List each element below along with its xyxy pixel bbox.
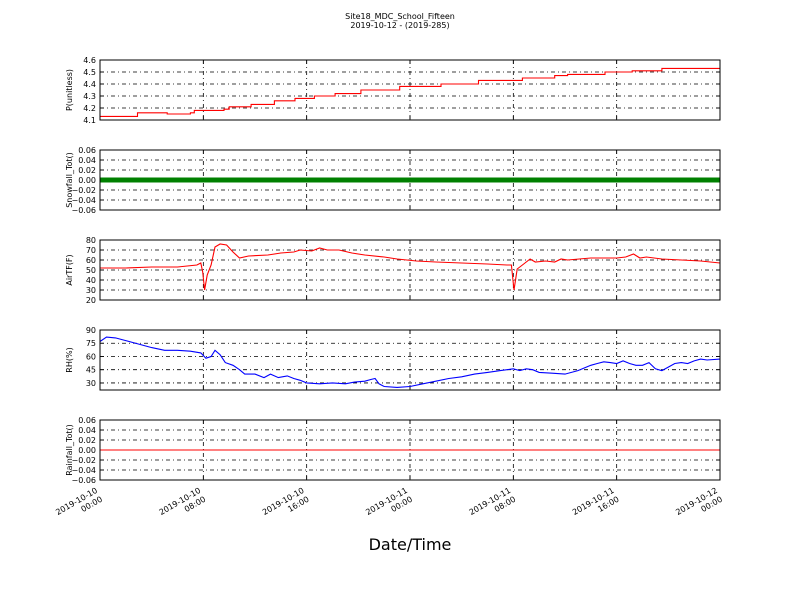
y-tick-label: 4.2	[83, 104, 96, 113]
panel-2: −0.06−0.04−0.020.000.020.040.06 Snowfall_…	[65, 146, 721, 215]
panel-1: 4.1 4.2 4.3 4.4 4.5 4.6 P(unitless)	[65, 56, 721, 125]
x-axis-label: Date/Time	[369, 535, 452, 554]
x-tick-label: 2019-10-1108:00	[468, 486, 518, 526]
y-tick-label: 4.3	[83, 92, 96, 101]
panel-5: −0.06−0.04−0.020.000.020.040.06 Rainfall_…	[65, 416, 721, 485]
y-tick-label: 75	[86, 339, 96, 348]
y-tick-label: −0.06	[71, 476, 96, 485]
y-tick-label: 4.6	[83, 56, 96, 65]
y-axis-label: RH(%)	[65, 347, 74, 372]
y-tick-label: 0.00	[78, 446, 96, 455]
y-tick-label: 0.02	[78, 436, 96, 445]
y-tick-label: 4.5	[83, 68, 96, 77]
y-tick-label: −0.02	[71, 186, 96, 195]
y-tick-label: 50	[86, 266, 96, 275]
panels-layer: 4.14.24.34.44.54.6P(unitless)−0.06−0.04−…	[65, 56, 721, 485]
x-tick-label: 2019-10-1008:00	[158, 486, 208, 526]
y-tick-label: 60	[86, 256, 96, 265]
x-tick-label: 2019-10-1100:00	[364, 486, 414, 526]
y-tick-label: 0.02	[78, 166, 96, 175]
y-tick-label: 4.1	[83, 116, 96, 125]
panel-4: 30 45 60 75 90 RH(%)	[65, 326, 721, 391]
y-tick-label: 30	[86, 286, 96, 295]
y-tick-label: 90	[86, 326, 96, 335]
x-tick-label: 2019-10-1200:00	[674, 486, 724, 526]
y-axis-label: Rainfall_Tot()	[65, 424, 74, 476]
y-tick-label: 40	[86, 276, 96, 285]
x-tick-label: 2019-10-1116:00	[571, 486, 621, 526]
y-tick-label: 0.06	[78, 146, 96, 155]
y-tick-label: 80	[86, 236, 96, 245]
y-tick-label: 20	[86, 296, 96, 305]
y-tick-label: 0.06	[78, 416, 96, 425]
y-tick-label: 30	[86, 379, 96, 388]
y-tick-label: 45	[86, 366, 96, 375]
series-line	[99, 336, 721, 388]
panel-frame	[99, 419, 721, 481]
y-tick-label: 60	[86, 352, 96, 361]
y-tick-label: −0.04	[71, 466, 96, 475]
x-tick-label: 2019-10-1000:00	[54, 486, 104, 526]
series-line	[100, 243, 721, 291]
chart-subtitle: 2019-10-12 - (2019-285)	[350, 21, 449, 30]
y-tick-label: 0.04	[78, 156, 96, 165]
y-axis-label: P(unitless)	[65, 69, 74, 111]
x-tick-labels: 2019-10-1000:00 2019-10-1008:00 2019-10-10…	[54, 486, 724, 526]
y-tick-label: −0.04	[71, 196, 96, 205]
y-tick-label: 4.4	[83, 80, 96, 89]
y-tick-label: 0.04	[78, 426, 96, 435]
y-axis-label: AirTF(F)	[65, 254, 74, 285]
panel-frame	[99, 149, 721, 211]
y-tick-label: 70	[86, 246, 96, 255]
chart-title: Site18_MDC_School_Fifteen	[345, 12, 455, 21]
y-tick-label: 0.00	[78, 176, 96, 185]
y-tick-label: −0.02	[71, 456, 96, 465]
panel-frame	[99, 239, 721, 301]
panel-frame	[99, 329, 721, 391]
x-tick-label: 2019-10-1016:00	[261, 486, 311, 526]
panel-frame	[99, 59, 721, 121]
series-line	[100, 67, 720, 117]
y-axis-label: Snowfall_Tot()	[65, 152, 74, 208]
y-tick-label: −0.06	[71, 206, 96, 215]
